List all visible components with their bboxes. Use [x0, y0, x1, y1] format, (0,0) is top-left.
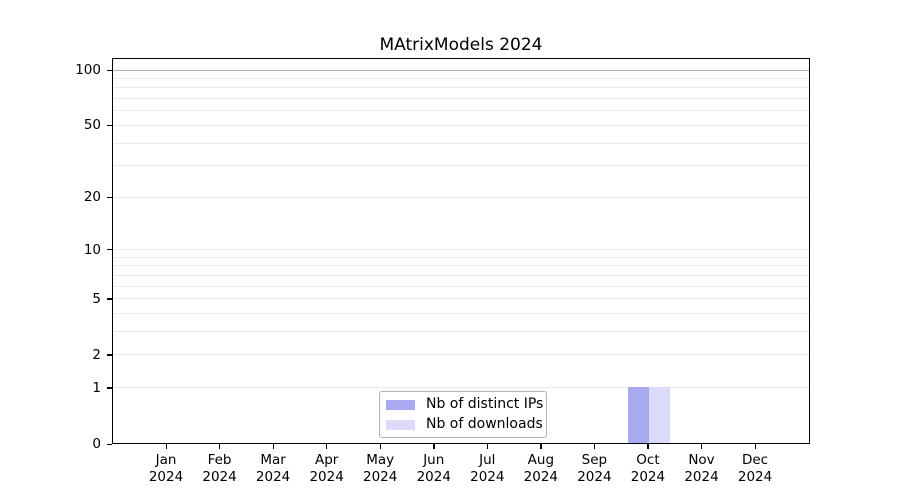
x-tick	[593, 444, 596, 449]
x-tick-month: Apr	[314, 452, 339, 468]
y-tick-label: 20	[83, 189, 101, 206]
x-tick-year: 2024	[148, 469, 184, 485]
x-tick-month: Oct	[636, 452, 660, 468]
x-tick-year: 2024	[309, 469, 344, 485]
gridline	[113, 256, 809, 258]
gridline	[113, 110, 809, 112]
x-tick-label: Oct 2024	[616, 452, 680, 486]
legend-label: Nb of distinct IPs	[426, 396, 544, 412]
legend-item: Nb of distinct IPs	[386, 396, 546, 413]
gridline	[113, 196, 809, 198]
plot-area	[112, 58, 810, 444]
x-tick-year: 2024	[202, 469, 237, 485]
x-tick	[379, 444, 381, 449]
x-tick-year: 2024	[737, 469, 773, 485]
gridline	[113, 274, 809, 276]
legend: Nb of distinct IPs Nb of downloads	[379, 391, 547, 438]
x-tick-label: Aug 2024	[509, 452, 573, 486]
bar-downloads	[648, 387, 671, 443]
x-tick-month: Nov	[688, 452, 715, 468]
x-tick-year: 2024	[630, 469, 666, 485]
x-tick-month: Dec	[741, 452, 769, 468]
gridline	[113, 98, 809, 100]
x-tick-month: Mar	[260, 452, 286, 468]
x-tick-month: Aug	[527, 452, 555, 468]
x-tick	[219, 444, 221, 449]
x-tick-year: 2024	[577, 469, 612, 485]
x-tick-label: Mar 2024	[241, 452, 305, 486]
x-tick-month: Jun	[423, 452, 445, 468]
y-tick-label: 100	[75, 62, 101, 78]
x-tick	[647, 444, 649, 449]
x-tick	[701, 444, 703, 449]
x-tick-label: Dec 2024	[723, 452, 787, 486]
gridline	[113, 142, 809, 144]
gridline	[113, 87, 809, 89]
gridline	[113, 69, 809, 71]
y-tick	[107, 69, 112, 71]
gridline	[113, 77, 809, 79]
bar-distinct-ips	[627, 387, 649, 443]
x-tick	[540, 444, 542, 449]
y-tick-label: 2	[92, 346, 101, 363]
x-tick-label: Nov 2024	[670, 452, 734, 486]
x-tick-label: Jun 2024	[402, 452, 466, 486]
x-tick-label: Feb 2024	[188, 452, 252, 486]
x-tick-label: Sep 2024	[562, 452, 626, 486]
x-tick-label: Jul 2024	[455, 452, 519, 486]
y-tick	[107, 249, 112, 251]
x-tick-month: May	[366, 452, 395, 468]
gridline	[113, 265, 809, 267]
x-tick-month: Sep	[581, 452, 608, 468]
x-tick-label: Jan 2024	[134, 452, 198, 486]
x-tick	[326, 444, 328, 449]
y-tick	[107, 443, 112, 445]
x-tick-year: 2024	[416, 469, 451, 485]
chart-title: MAtrixModels 2024	[379, 35, 543, 55]
gridline	[113, 331, 809, 333]
gridline	[113, 387, 809, 389]
gridline	[113, 124, 809, 126]
x-tick	[486, 444, 489, 449]
x-tick	[272, 444, 274, 449]
x-tick	[433, 444, 435, 449]
x-tick-label: May 2024	[348, 452, 412, 486]
x-tick	[165, 444, 167, 449]
gridline	[113, 249, 809, 251]
gridline	[113, 165, 809, 167]
legend-swatch-downloads	[386, 419, 415, 430]
gridline	[113, 313, 809, 315]
y-tick	[107, 387, 112, 389]
y-tick	[107, 196, 112, 199]
x-tick-month: Jul	[479, 452, 496, 468]
y-tick-label: 1	[92, 379, 101, 396]
legend-swatch-distinct-ips	[386, 399, 415, 410]
x-tick	[754, 444, 756, 449]
y-tick-label: 5	[92, 290, 101, 307]
legend-item: Nb of downloads	[386, 416, 546, 433]
x-tick-year: 2024	[363, 469, 398, 485]
y-tick	[107, 124, 112, 127]
x-tick-month: Feb	[207, 452, 232, 468]
x-tick-year: 2024	[255, 469, 291, 485]
x-tick-year: 2024	[523, 469, 559, 485]
y-tick	[107, 354, 112, 356]
gridline	[113, 285, 809, 287]
y-tick-label: 10	[83, 241, 101, 258]
gridline	[113, 298, 809, 300]
x-tick-label: Apr 2024	[295, 452, 359, 486]
x-tick-year: 2024	[684, 469, 719, 485]
y-tick	[107, 298, 112, 300]
x-tick-month: Jan	[155, 452, 177, 468]
x-tick-year: 2024	[470, 469, 505, 485]
y-tick-label: 50	[83, 117, 101, 134]
legend-label: Nb of downloads	[426, 416, 543, 432]
gridline	[113, 354, 809, 356]
y-tick-label: 0	[92, 436, 101, 452]
